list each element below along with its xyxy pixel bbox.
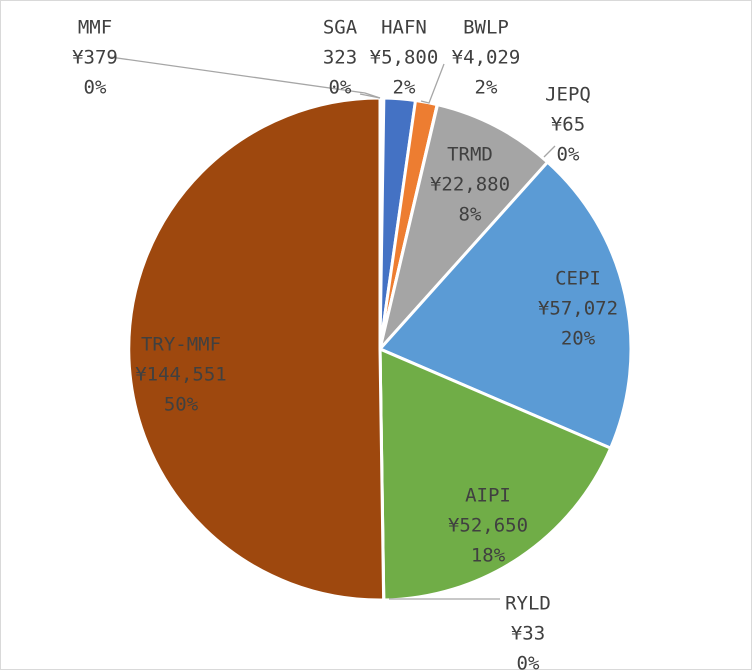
leader-line-sga: [359, 93, 381, 99]
pie-slice-trmd: [378, 103, 550, 351]
data-label-cepi: CEPI ¥57,072 20%: [538, 268, 618, 350]
data-label-ryld: RYLD ¥33 0%: [505, 593, 551, 670]
data-label-trmd: TRMD ¥22,880 8%: [430, 144, 510, 226]
data-label-sga: SGA 323 0%: [323, 17, 358, 99]
pie-slice-aipi: [378, 347, 613, 602]
data-label-jepq: JEPQ ¥65 0%: [545, 84, 591, 166]
data-label-bwlp: BWLP ¥4,029 2%: [452, 17, 521, 99]
leader-line-jepq: [543, 145, 556, 158]
pie-slice-try-mmf: [127, 96, 386, 602]
data-label-hafn: HAFN ¥5,800 2%: [370, 17, 439, 99]
leader-line-mmf: [109, 56, 381, 99]
data-label-mmf: MMF ¥379 0%: [72, 17, 118, 99]
leader-line-bwlp: [420, 63, 445, 104]
data-label-try-mmf: TRY-MMF ¥144,551 50%: [135, 334, 227, 416]
pie-slice-cepi: [378, 160, 633, 450]
data-label-aipi: AIPI ¥52,650 18%: [448, 485, 528, 567]
